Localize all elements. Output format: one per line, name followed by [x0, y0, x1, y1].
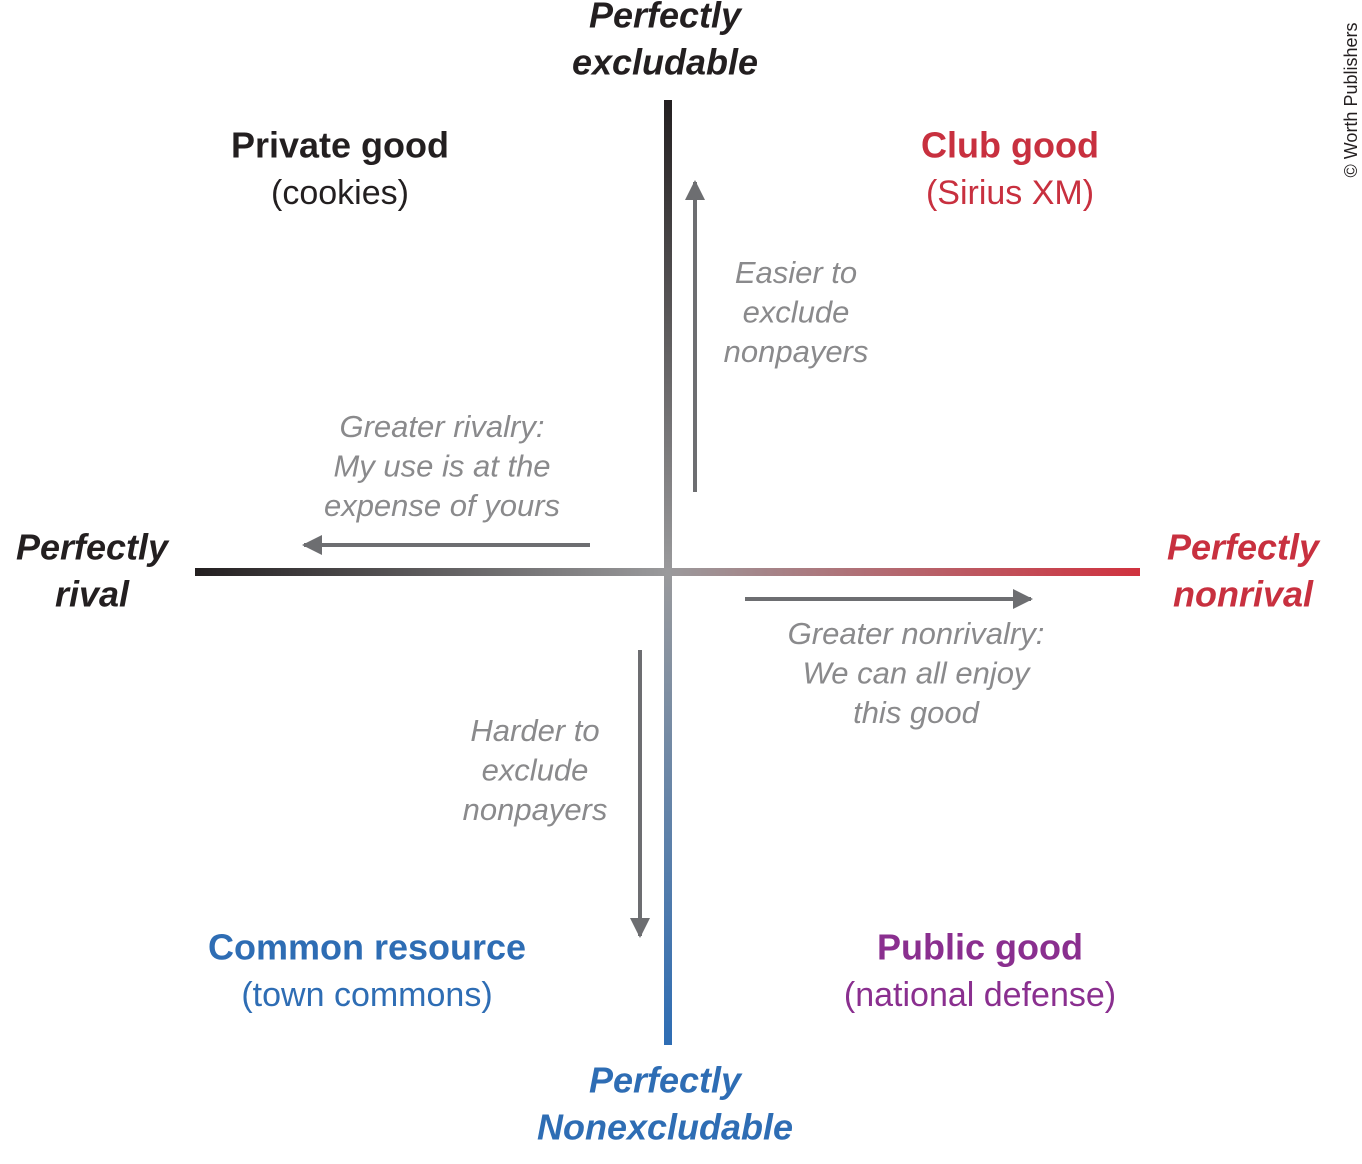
arrow-note: exclude [743, 295, 850, 330]
axis-label: Perfectly [589, 1060, 743, 1101]
arrow-note: My use is at the [333, 449, 550, 484]
arrow-note: this good [853, 695, 981, 730]
credit: © Worth Publishers [1341, 23, 1361, 178]
arrow-note: We can all enjoy [803, 656, 1032, 691]
quadrant-name: Private good [231, 125, 449, 166]
arrow-note: nonpayers [724, 334, 869, 369]
arrow-note: Easier to [735, 255, 857, 290]
quadrant-name: Club good [921, 125, 1099, 166]
axis-label: rival [55, 574, 130, 615]
arrow-note: Harder to [470, 713, 599, 748]
quadrant-example: (town commons) [241, 976, 492, 1014]
axis-label: excludable [572, 42, 758, 83]
quadrant-example: (national defense) [844, 976, 1116, 1014]
arrow-note: exclude [482, 753, 589, 788]
axis-label: Perfectly [1167, 527, 1321, 568]
arrow-note: Greater rivalry: [340, 409, 545, 444]
quadrant-example: (cookies) [271, 174, 409, 212]
axis-label: Perfectly [16, 527, 170, 568]
arrow-note: expense of yours [324, 488, 560, 523]
quadrant-name: Common resource [208, 927, 526, 968]
arrow-note: Greater nonrivalry: [788, 616, 1045, 651]
horizontal-axis [195, 568, 1140, 576]
arrow-note: nonpayers [463, 792, 608, 827]
axis-label: Perfectly [589, 0, 743, 36]
quadrant-name: Public good [877, 927, 1083, 968]
quadrant-example: (Sirius XM) [926, 174, 1094, 212]
axis-label: Nonexcludable [537, 1107, 793, 1148]
axis-label: nonrival [1173, 574, 1314, 615]
